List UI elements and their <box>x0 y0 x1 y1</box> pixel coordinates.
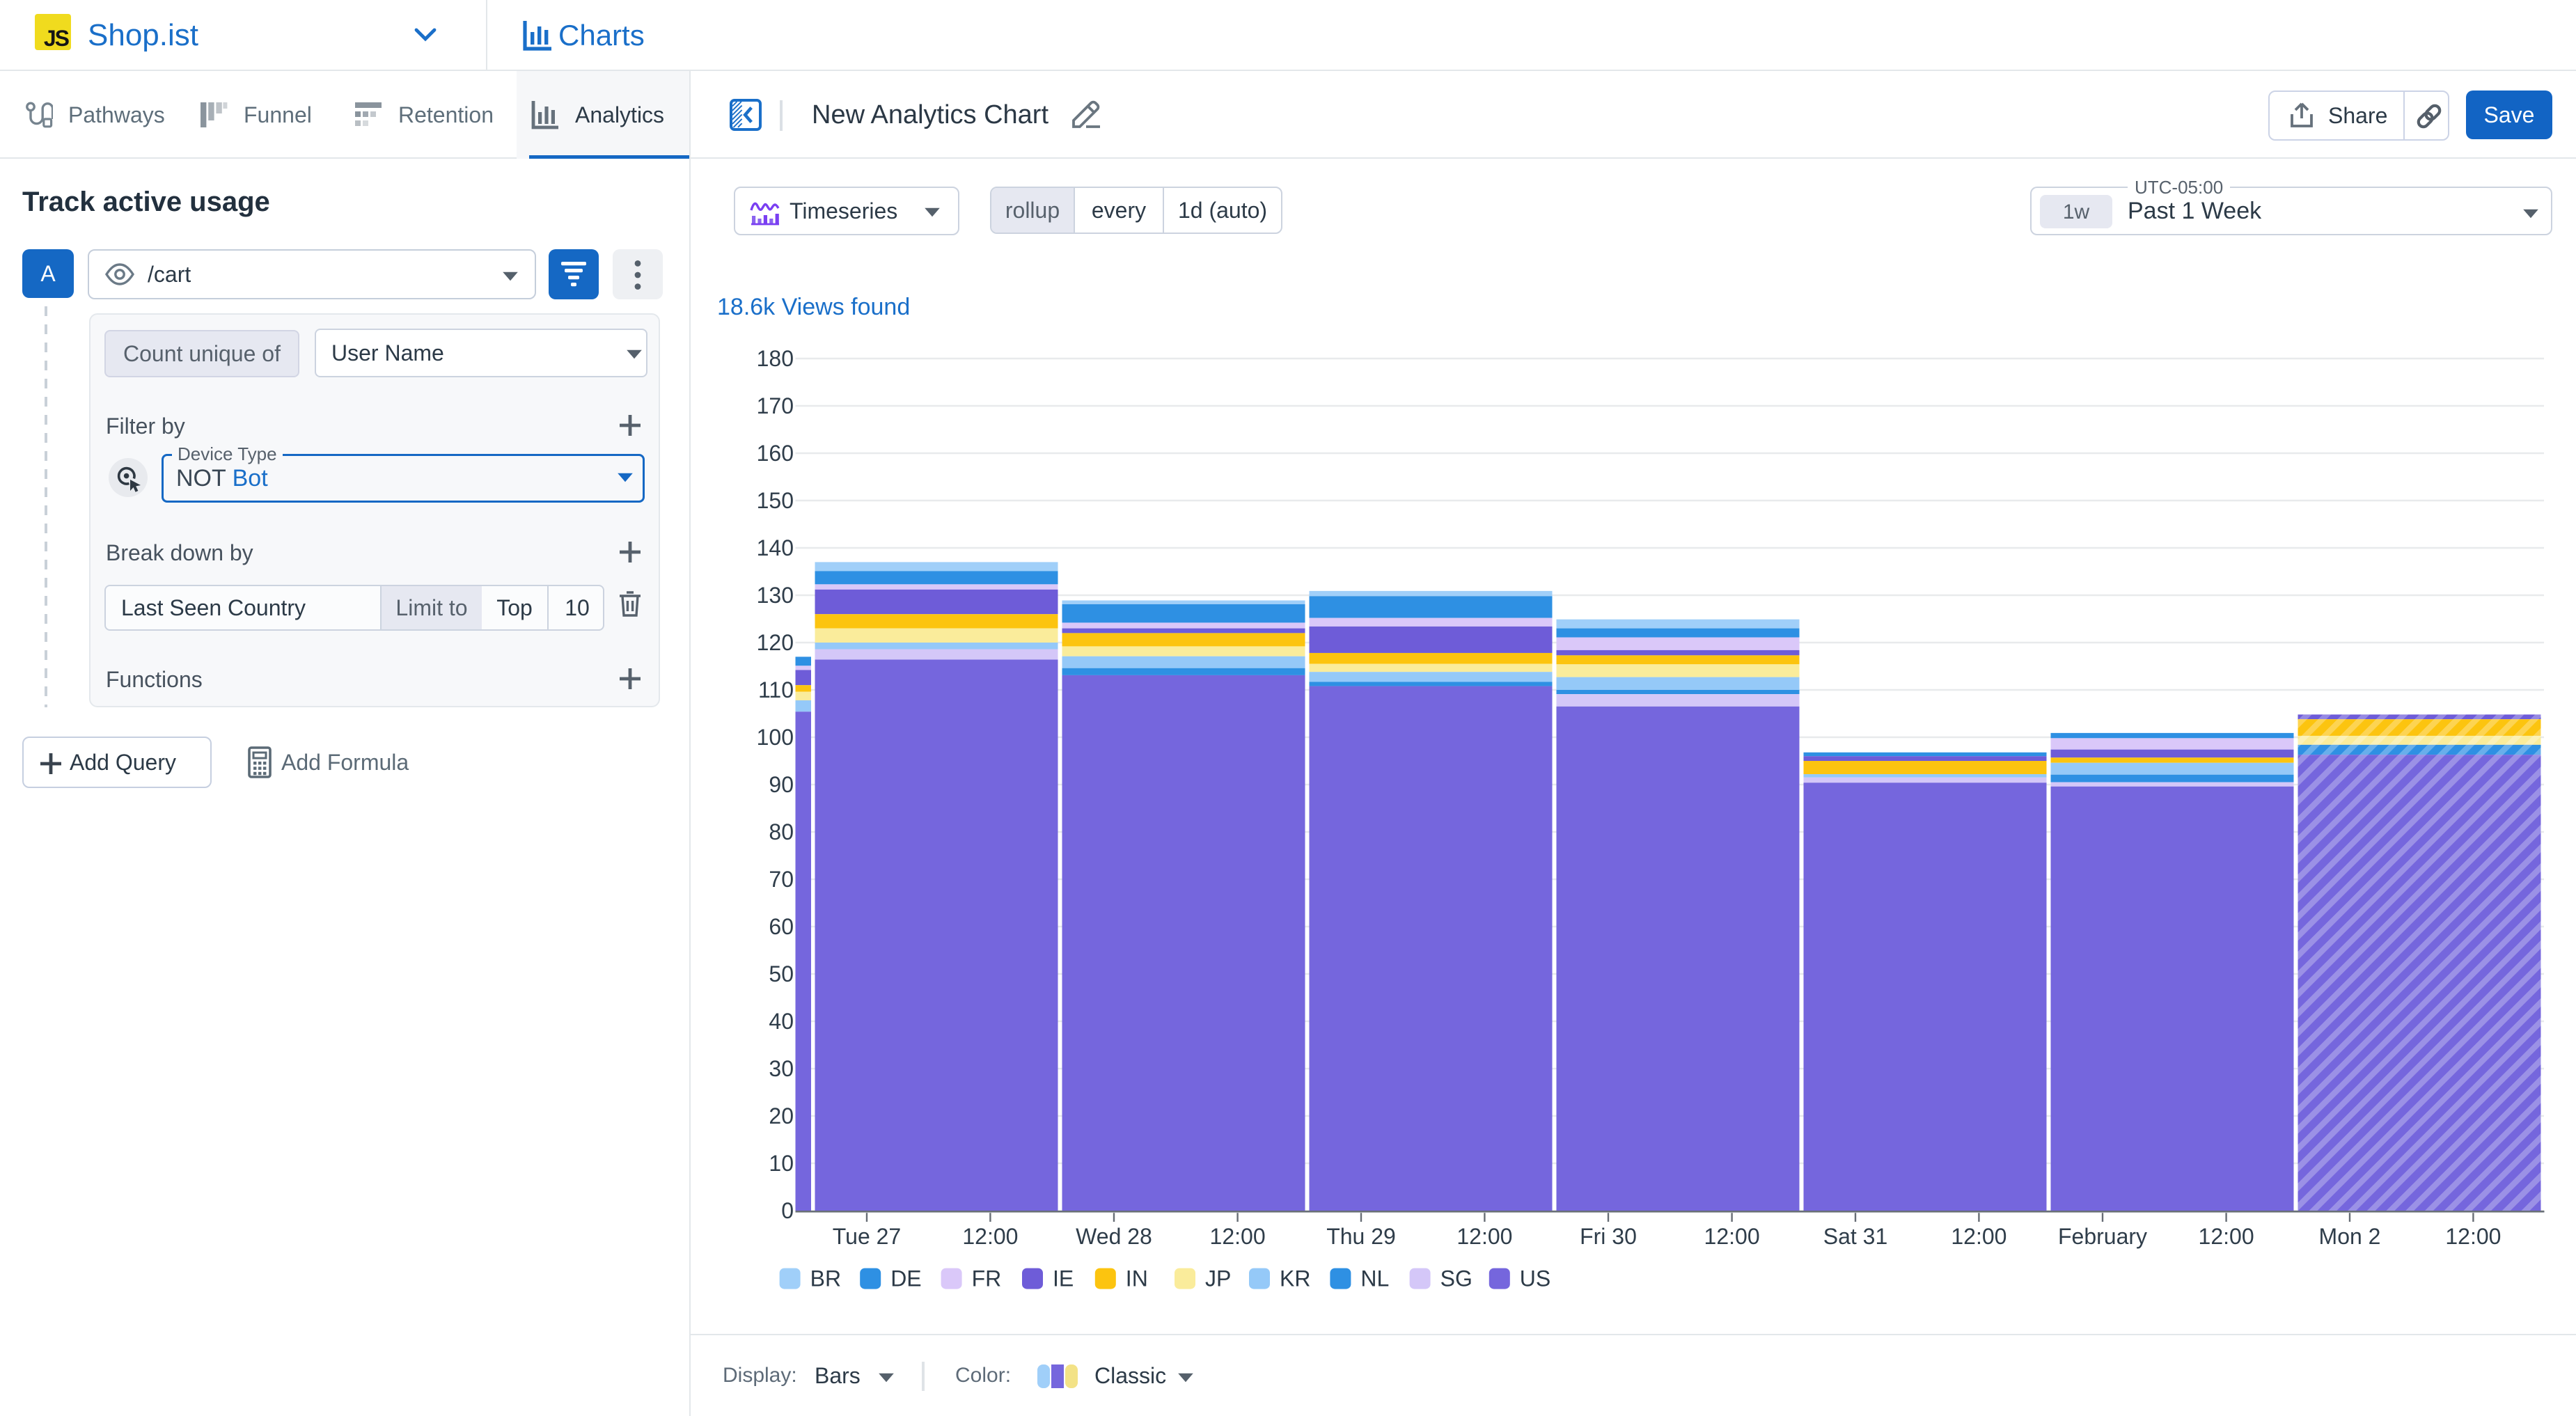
svg-text:IN: IN <box>1126 1266 1148 1291</box>
svg-text:12:00: 12:00 <box>2199 1224 2254 1249</box>
svg-text:BR: BR <box>810 1266 841 1291</box>
svg-text:JP: JP <box>1205 1266 1231 1291</box>
svg-text:0: 0 <box>781 1198 794 1223</box>
svg-text:20: 20 <box>769 1103 794 1128</box>
svg-text:40: 40 <box>769 1009 794 1034</box>
svg-text:180: 180 <box>757 346 794 371</box>
svg-text:Wed 28: Wed 28 <box>1076 1224 1152 1249</box>
svg-text:160: 160 <box>757 441 794 466</box>
svg-text:SG: SG <box>1440 1266 1472 1291</box>
svg-text:Thu 29: Thu 29 <box>1326 1224 1396 1249</box>
svg-text:12:00: 12:00 <box>1951 1224 2006 1249</box>
svg-text:170: 170 <box>757 393 794 418</box>
svg-text:Fri 30: Fri 30 <box>1580 1224 1637 1249</box>
svg-text:KR: KR <box>1280 1266 1310 1291</box>
svg-text:12:00: 12:00 <box>1456 1224 1512 1249</box>
svg-text:FR: FR <box>972 1266 1002 1291</box>
svg-text:70: 70 <box>769 867 794 892</box>
svg-text:100: 100 <box>757 725 794 750</box>
svg-text:120: 120 <box>757 630 794 655</box>
svg-text:90: 90 <box>769 772 794 797</box>
svg-text:IE: IE <box>1053 1266 1074 1291</box>
svg-text:Mon 2: Mon 2 <box>2319 1224 2381 1249</box>
svg-text:130: 130 <box>757 583 794 608</box>
svg-text:DE: DE <box>890 1266 921 1291</box>
svg-text:10: 10 <box>769 1151 794 1176</box>
svg-text:12:00: 12:00 <box>1704 1224 1760 1249</box>
svg-text:60: 60 <box>769 914 794 939</box>
svg-text:Tue 27: Tue 27 <box>833 1224 901 1249</box>
svg-text:Sat 31: Sat 31 <box>1823 1224 1888 1249</box>
svg-text:150: 150 <box>757 488 794 513</box>
svg-text:30: 30 <box>769 1056 794 1081</box>
svg-text:80: 80 <box>769 819 794 844</box>
svg-text:February: February <box>2058 1224 2147 1249</box>
svg-text:NL: NL <box>1360 1266 1389 1291</box>
svg-text:110: 110 <box>758 677 794 702</box>
svg-text:12:00: 12:00 <box>1210 1224 1266 1249</box>
svg-text:12:00: 12:00 <box>962 1224 1018 1249</box>
svg-text:US: US <box>1520 1266 1550 1291</box>
svg-text:50: 50 <box>769 961 794 986</box>
svg-text:140: 140 <box>757 535 794 560</box>
svg-text:12:00: 12:00 <box>2445 1224 2501 1249</box>
